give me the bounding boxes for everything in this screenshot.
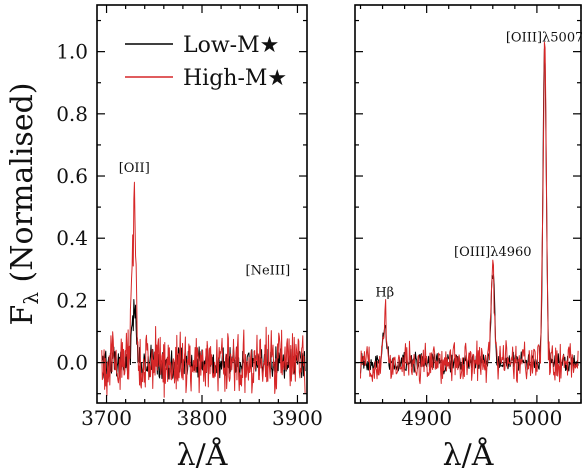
legend-label-high-mass: High-M★ <box>183 66 287 91</box>
left-panel: 3700 3800 3900 0.0 0.2 0.4 0.6 0.8 1.0 [OII] [NeII… <box>5 4 323 473</box>
left-y-tick-label: 0.4 <box>56 226 88 250</box>
left-x-tick-label: 3800 <box>177 406 228 430</box>
right-x-tick-label: 4900 <box>401 406 452 430</box>
right-x-tick-label: 5000 <box>511 406 562 430</box>
left-y-tick-label: 1.0 <box>56 40 88 64</box>
left-annotation-label: [NeIII] <box>246 264 291 279</box>
left-y-tick-label: 0.0 <box>56 351 88 375</box>
right-series-high-mass-line <box>360 41 579 385</box>
legend-label-low-mass: Low-M★ <box>183 33 279 58</box>
right-x-axis-label: λ/Å <box>443 437 494 473</box>
left-series-high-mass-line <box>101 181 306 398</box>
left-x-axis-label: λ/Å <box>177 437 228 473</box>
left-y-axis-label: Fλ (Normalised) <box>5 83 43 326</box>
left-x-tick-label: 3700 <box>81 406 132 430</box>
left-y-tick-label: 0.2 <box>56 288 88 312</box>
right-plot-frame <box>354 4 582 404</box>
left-y-tick-label: 0.8 <box>56 102 88 126</box>
right-panel: 4900 5000 Hβ [OIII]λ4960 [OIII]λ5007 λ/Å <box>354 4 582 473</box>
right-annotation-label: Hβ <box>375 285 394 300</box>
left-x-tick-label: 3900 <box>272 406 323 430</box>
right-annotation-label: [OIII]λ5007 <box>506 30 582 45</box>
right-annotation-label: [OIII]λ4960 <box>454 245 532 260</box>
left-y-tick-label: 0.6 <box>56 164 88 188</box>
left-annotation-label: [OII] <box>119 161 150 176</box>
